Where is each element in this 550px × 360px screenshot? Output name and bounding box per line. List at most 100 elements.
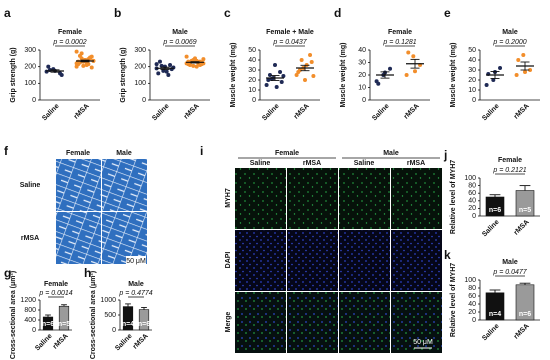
data-point	[528, 68, 533, 72]
scale-label: 50 μM	[126, 258, 146, 265]
panel-letter: d	[334, 6, 341, 20]
panel-letter: g	[4, 266, 11, 280]
column-label: Saline	[354, 160, 375, 167]
x-tick-label: rMSA	[183, 103, 201, 121]
y-axis-label: Muscle weight (mg)	[230, 43, 237, 108]
row-label: MYH7	[225, 188, 232, 208]
data-point	[308, 53, 313, 57]
x-tick-label: rMSA	[513, 219, 531, 237]
n-label: n=6	[42, 321, 54, 328]
scale-box	[126, 256, 146, 266]
x-tick-label: Saline	[34, 333, 54, 353]
y-axis-label: Grip strength (g)	[120, 47, 127, 102]
y-tick-label: 20	[358, 72, 366, 79]
chart-title: Male	[502, 29, 518, 36]
n-label: n=4	[122, 321, 134, 328]
y-tick-label: 100	[464, 277, 476, 284]
data-point	[413, 69, 417, 74]
data-point	[184, 54, 189, 59]
data-point	[266, 78, 271, 82]
fluorescence-image	[391, 168, 442, 229]
y-tick-label: 30	[358, 59, 366, 66]
y-tick-label: 0	[112, 327, 116, 334]
p-value: p = 0.1281	[382, 39, 416, 46]
column-label: rMSA	[303, 160, 321, 167]
data-point	[514, 73, 519, 77]
chart-title: Male	[172, 29, 188, 36]
data-point	[194, 64, 199, 69]
chart-title: Female	[58, 29, 82, 36]
fluorescence-image	[287, 168, 338, 229]
bar	[515, 190, 535, 217]
bar	[122, 306, 134, 331]
panel-letter: a	[4, 6, 11, 20]
group-label: Female	[275, 150, 299, 157]
y-tick-label: 0	[472, 97, 476, 104]
y-tick-label: 20	[468, 77, 476, 84]
y-tick-label: 10	[358, 84, 366, 91]
y-tick-label: 40	[248, 57, 256, 64]
fluorescence-image	[391, 230, 442, 291]
column-label: Saline	[250, 160, 271, 167]
y-tick-label: 800	[24, 307, 36, 314]
chart-title: Male	[128, 281, 144, 288]
fluorescence-image	[339, 168, 390, 229]
x-tick-label: rMSA	[73, 103, 91, 121]
data-point	[191, 63, 196, 68]
y-axis-label: Grip strength (g)	[10, 47, 17, 102]
x-tick-label: Saline	[114, 333, 134, 353]
y-tick-label: 100	[134, 80, 146, 87]
data-point	[311, 74, 316, 78]
chart-title: Female + Male	[266, 29, 314, 36]
y-tick-label: 40	[468, 198, 476, 205]
data-point	[498, 66, 503, 70]
data-point	[156, 71, 161, 76]
y-axis-label: Cross-sectional area (μm²)	[90, 271, 97, 359]
p-value: p = 0.2121	[492, 167, 526, 174]
p-value: p = 0.0002	[52, 39, 86, 46]
chart-title: Female	[44, 281, 68, 288]
scale-label: 50 μM	[413, 339, 433, 346]
data-point	[388, 66, 393, 71]
fluorescence-image	[235, 230, 286, 291]
panel-letter: c	[224, 6, 231, 20]
y-tick-label: 500	[104, 312, 116, 319]
fluorescence-image	[339, 292, 390, 353]
panel-letter: b	[114, 6, 121, 20]
x-tick-label: Saline	[261, 103, 281, 123]
histology-image	[56, 212, 101, 264]
y-tick-label: 40	[358, 47, 366, 54]
panel-letter: i	[200, 144, 203, 158]
data-point	[376, 81, 381, 86]
data-point	[74, 49, 79, 54]
y-tick-label: 300	[24, 47, 36, 54]
y-tick-label: 60	[468, 293, 476, 300]
chart-title: Female	[388, 29, 412, 36]
y-tick-label: 20	[468, 309, 476, 316]
data-point	[76, 59, 81, 64]
y-tick-label: 10	[248, 87, 256, 94]
data-point	[46, 64, 51, 69]
data-point	[281, 74, 286, 78]
data-point	[521, 53, 526, 57]
data-point	[279, 80, 284, 84]
n-label: n=4	[489, 311, 501, 318]
x-tick-label: rMSA	[132, 333, 150, 351]
x-tick-label: rMSA	[293, 103, 311, 121]
data-point	[406, 50, 411, 55]
data-point	[157, 59, 162, 64]
fluorescence-image	[287, 292, 338, 353]
y-tick-label: 0	[362, 97, 366, 104]
x-tick-label: rMSA	[513, 103, 531, 121]
x-tick-label: Saline	[151, 103, 171, 123]
panel-letter: f	[4, 144, 9, 158]
data-point	[154, 62, 159, 67]
data-point	[79, 56, 84, 61]
x-tick-label: Saline	[481, 103, 501, 123]
bar	[138, 309, 150, 331]
n-label: n=6	[138, 321, 150, 328]
x-tick-label: Saline	[481, 323, 501, 343]
data-point	[267, 73, 272, 77]
y-axis-label: Muscle weight (mg)	[340, 43, 347, 108]
n-label: n=6	[519, 311, 531, 318]
